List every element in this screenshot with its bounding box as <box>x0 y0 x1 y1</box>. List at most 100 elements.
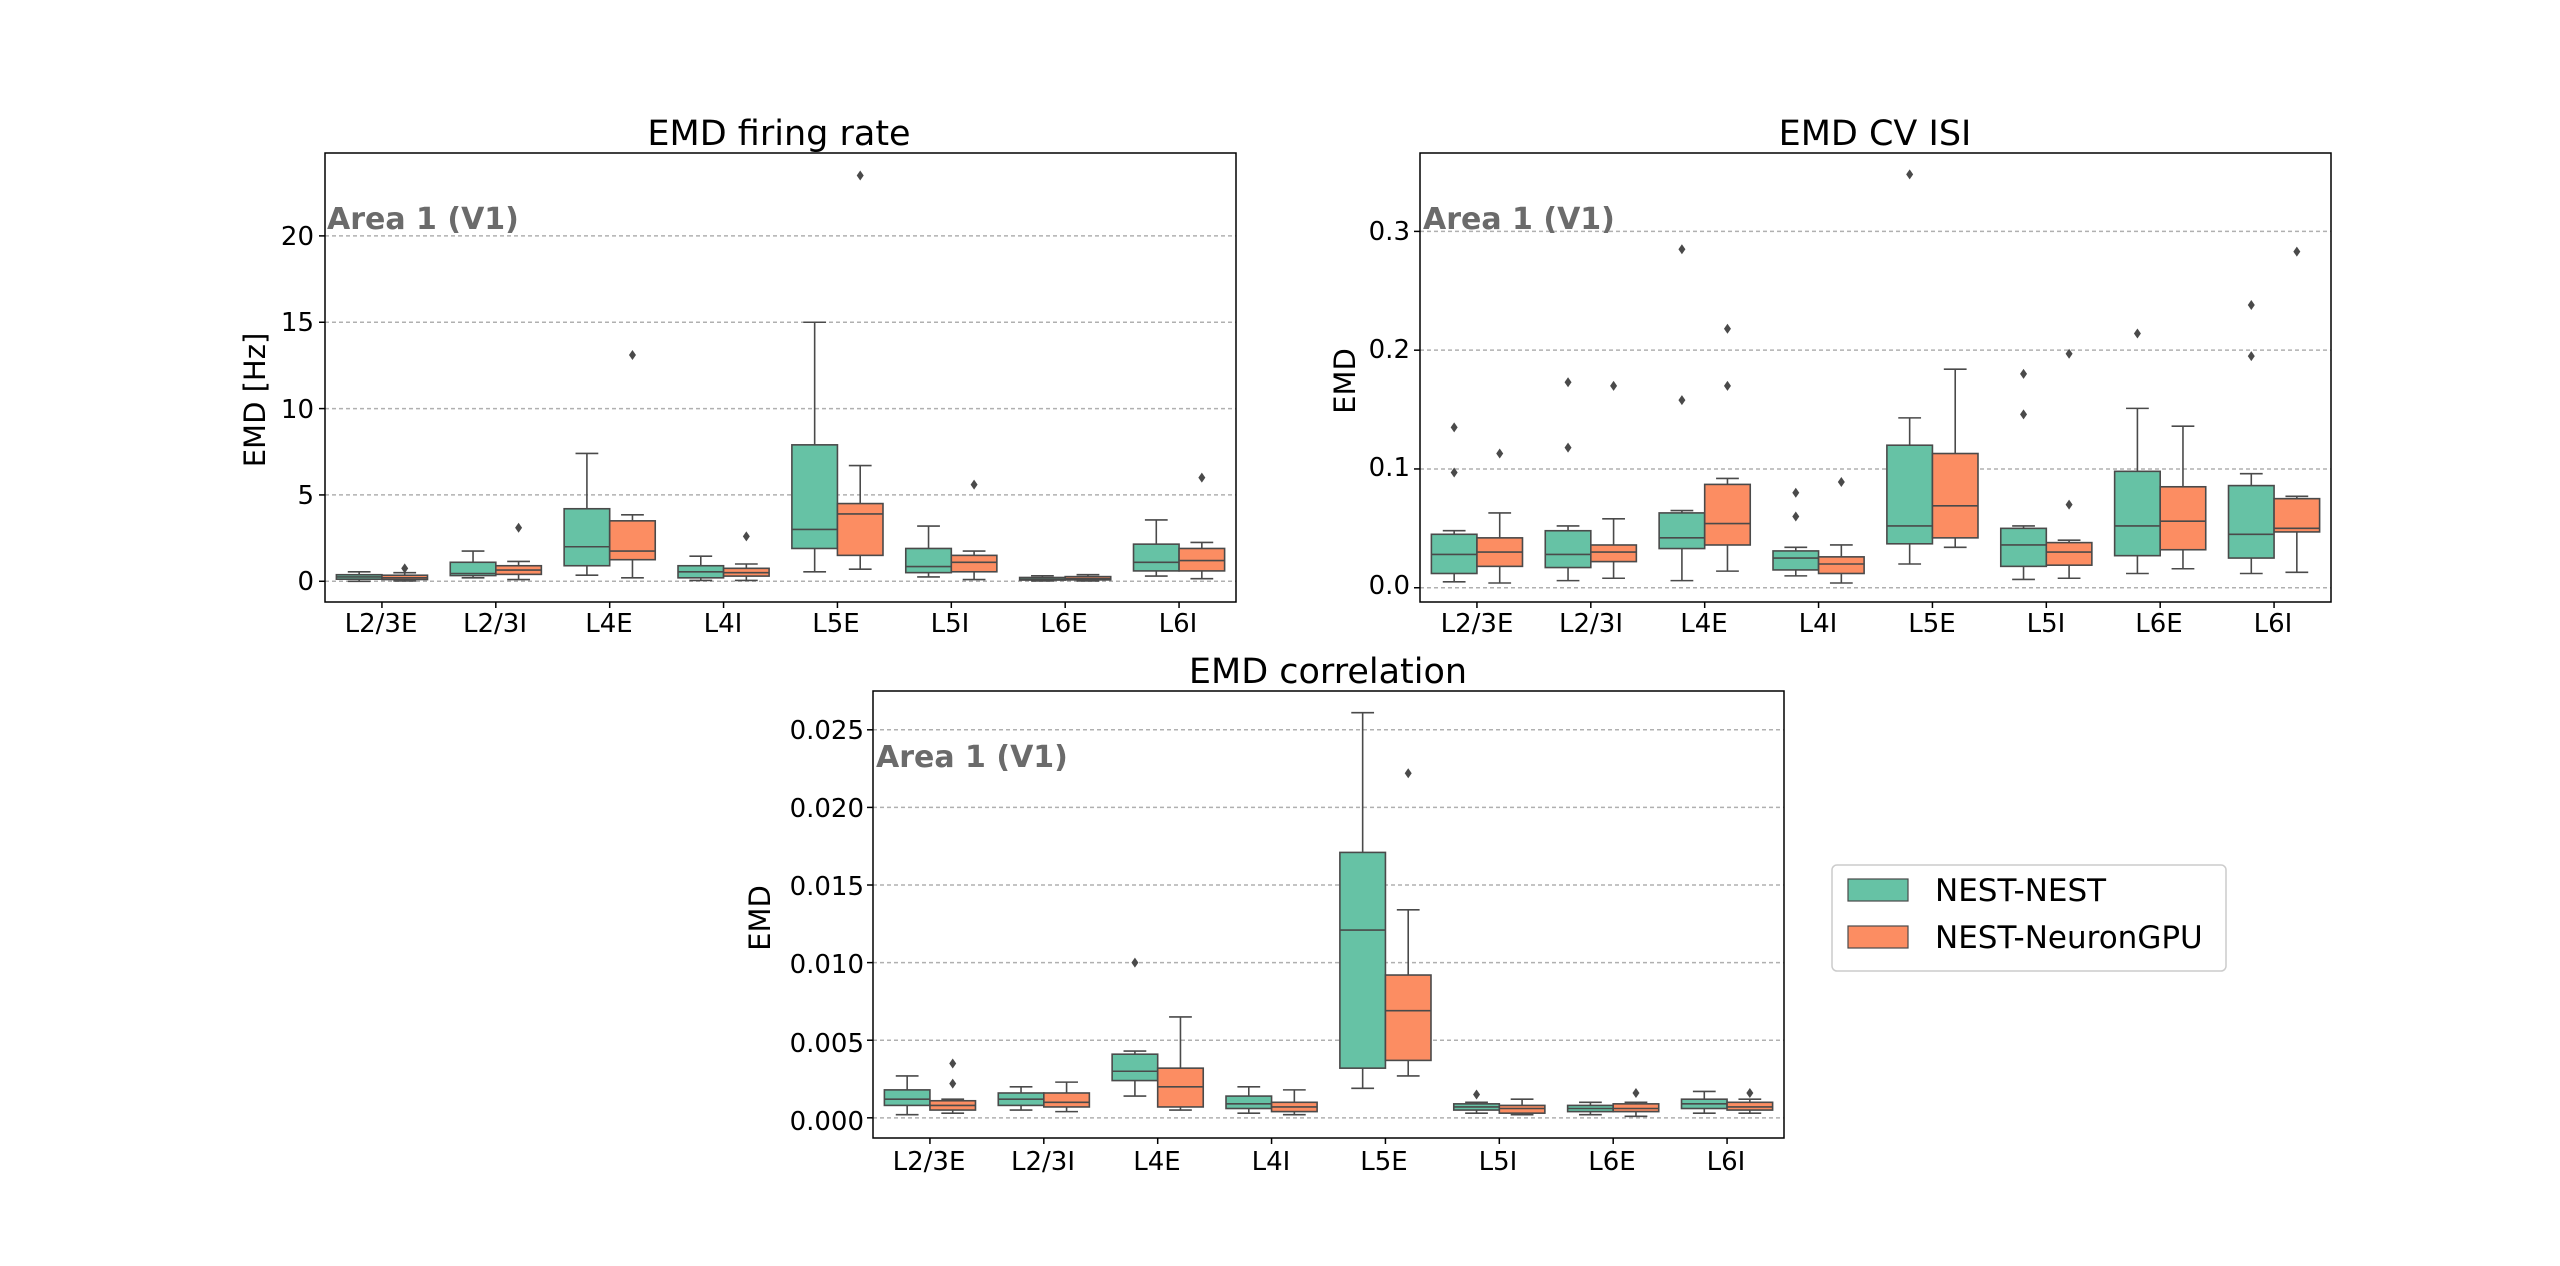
y-tick-labels: 0 5 10 15 20 <box>281 222 314 597</box>
plot-area-firing-rate <box>319 152 1237 608</box>
outlier-point <box>2247 351 2255 362</box>
chart-panel-firing-rate: EMD firing rate EMD [Hz] Area 1 (V1) L2/… <box>238 114 1237 639</box>
area-annotation: Area 1 (V1) <box>327 202 519 237</box>
outlier-point <box>1723 380 1731 391</box>
y-tick-labels: 0.0 0.1 0.2 0.3 <box>1369 217 1410 601</box>
box-nest-neurongpu <box>495 522 543 581</box>
box-iqr <box>1817 556 1865 575</box>
x-tick-label: L6E <box>1588 1147 1635 1177</box>
box-nest-neurongpu <box>2045 348 2093 580</box>
outlier-point <box>1906 169 1914 180</box>
y-tick-label: 15 <box>281 308 314 338</box>
box-nest-neurongpu <box>1612 1087 1660 1118</box>
box-nest-neurongpu <box>836 170 884 570</box>
x-tick-label: L2/3I <box>1011 1147 1075 1177</box>
box-iqr <box>1931 452 1979 539</box>
outlier-point <box>1837 477 1845 488</box>
box-nest-nest <box>1680 1090 1728 1114</box>
y-tick-label: 20 <box>281 222 314 252</box>
x-tick-label: L5E <box>812 609 859 639</box>
y-tick-label: 10 <box>281 395 314 425</box>
x-tick-label: L5I <box>1479 1147 1518 1177</box>
y-tick-label: 0.1 <box>1369 453 1410 483</box>
outlier-point <box>1450 467 1458 478</box>
y-axis-label: EMD <box>1328 348 1362 414</box>
outlier-point <box>2065 499 2073 510</box>
outlier-point <box>1450 422 1458 433</box>
box-iqr <box>1178 547 1226 572</box>
outlier-point <box>1496 448 1504 459</box>
box-iqr <box>2113 470 2161 557</box>
outlier-point <box>1564 377 1572 388</box>
box-nest-neurongpu <box>1703 323 1752 572</box>
x-tick-label: L5I <box>931 609 970 639</box>
legend-label-nest-nest: NEST-NEST <box>1935 873 2107 909</box>
box-nest-neurongpu <box>722 531 770 582</box>
x-tick-label: L6E <box>1040 609 1087 639</box>
box-nest-neurongpu <box>1590 380 1638 580</box>
chart-panel-correlation: EMD correlation EMD Area 1 (V1) L2/3E L2… <box>743 652 1785 1177</box>
box-iqr <box>1225 1095 1273 1110</box>
axes-frame <box>324 152 1237 603</box>
box-nest-nest <box>563 452 611 577</box>
x-tick-label: L4I <box>1799 609 1838 639</box>
box-nest-nest <box>1452 1089 1501 1114</box>
outlier-point <box>1678 395 1686 406</box>
box-iqr <box>1658 512 1706 550</box>
x-tick-label: L6I <box>2254 609 2293 639</box>
outlier-point <box>628 350 636 361</box>
x-tick-label: L4I <box>704 609 743 639</box>
outlier-point <box>1792 487 1800 498</box>
y-tick-label: 0.000 <box>790 1107 864 1137</box>
legend-swatch-nest-neurongpu <box>1847 925 1909 949</box>
outlier-point <box>1198 472 1206 483</box>
chart-title: EMD CV ISI <box>1779 114 1972 154</box>
box-iqr <box>904 547 953 574</box>
y-tick-label: 0.015 <box>790 872 864 902</box>
box-nest-neurongpu <box>1043 1081 1091 1113</box>
box-nest-nest <box>1339 711 1387 1090</box>
box-nest-neurongpu <box>1384 768 1432 1077</box>
box-iqr <box>2227 484 2275 559</box>
box-nest-neurongpu <box>1476 448 1524 584</box>
x-tick-label: L2/3E <box>1441 609 1514 639</box>
x-tick-label: L2/3E <box>893 1147 966 1177</box>
chart-title: EMD firing rate <box>647 114 910 154</box>
outlier-point <box>2293 246 2301 257</box>
y-axis-label: EMD [Hz] <box>238 333 272 468</box>
box-iqr <box>1544 529 1592 569</box>
box-iqr <box>836 502 884 557</box>
outlier-point <box>2247 300 2255 311</box>
outlier-point <box>1792 511 1800 522</box>
box-iqr <box>1111 1053 1159 1082</box>
y-tick-labels: 0.000 0.005 0.010 0.015 0.020 0.025 <box>790 716 864 1137</box>
x-tick-label: L4I <box>1252 1147 1291 1177</box>
area-annotation: Area 1 (V1) <box>876 740 1068 775</box>
y-axis-label: EMD <box>743 885 777 951</box>
legend: NEST-NEST NEST-NeuronGPU <box>1831 864 2227 972</box>
box-iqr <box>1043 1092 1091 1108</box>
x-tick-label: L4E <box>585 609 632 639</box>
x-tick-label: L2/3I <box>463 609 527 639</box>
outlier-point <box>1632 1087 1640 1098</box>
box-nest-neurongpu <box>1817 477 1865 584</box>
axes-frame <box>872 690 1785 1139</box>
outlier-point <box>2020 368 2028 379</box>
box-nest-nest <box>1886 169 1934 565</box>
box-iqr <box>563 507 611 567</box>
y-tick-label: 0.025 <box>790 716 864 746</box>
x-tick-label: L4E <box>1133 1147 1180 1177</box>
box-nest-neurongpu <box>1931 368 1979 549</box>
box-iqr <box>1886 444 1934 545</box>
x-tick-label: L6I <box>1707 1147 1746 1177</box>
box-nest-nest <box>1430 422 1478 583</box>
box-nest-neurongpu <box>1064 573 1112 582</box>
y-tick-label: 0.2 <box>1369 335 1410 365</box>
x-tick-label: L6E <box>2135 609 2182 639</box>
box-nest-nest <box>883 1075 931 1116</box>
x-tick-label: L5I <box>2027 609 2066 639</box>
box-nest-nest <box>1999 368 2048 581</box>
box-iqr <box>2045 541 2093 566</box>
box-nest-neurongpu <box>2159 425 2207 570</box>
